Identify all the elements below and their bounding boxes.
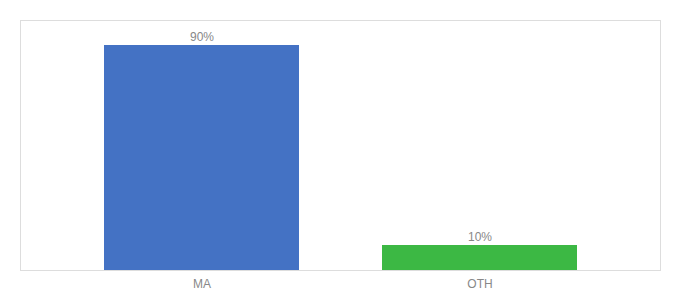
svg-text:10%: 10% — [468, 230, 492, 244]
svg-text:90%: 90% — [190, 30, 214, 44]
svg-text:OTH: OTH — [467, 277, 492, 291]
svg-text:MA: MA — [193, 277, 211, 291]
